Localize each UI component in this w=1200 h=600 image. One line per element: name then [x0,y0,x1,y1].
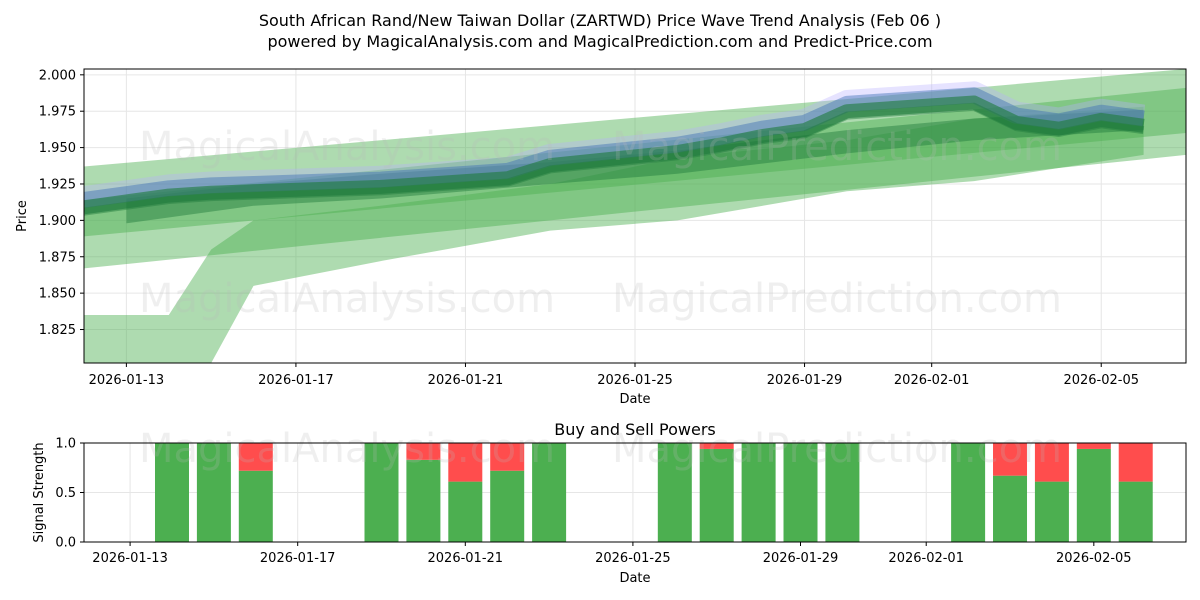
sell-bar [993,443,1028,476]
history-band [84,106,1144,363]
buy-bar [699,448,734,542]
sell-bar [406,443,441,460]
sell-bar [490,443,525,471]
watermark-analysis-top: MagicalAnalysis.com [139,124,555,170]
sell-bar [238,443,273,471]
chart-title-line2: powered by MagicalAnalysis.com and Magic… [267,32,932,51]
buy-bar [951,443,986,542]
price-x-tick-label: 2026-02-05 [1063,373,1139,388]
price-x-tick-label: 2026-01-21 [428,373,504,388]
signal-x-axis-label: Date [619,571,650,586]
signal-chart-bars [154,443,1153,542]
sell-bar [1076,443,1111,449]
watermark-analysis-mid: MagicalAnalysis.com [139,276,555,322]
signal-chart-title: Buy and Sell Powers [554,420,716,439]
buy-bar [490,470,525,542]
price-y-tick-label: 1.900 [39,214,76,229]
wide-lower-band [84,87,1186,269]
price-plot-area [84,69,1186,363]
watermark-prediction-top: MagicalPrediction.com [612,124,1062,170]
sell-bar [1034,443,1069,482]
price-y-axis-label: Price [15,200,30,232]
sell-bar [448,443,483,482]
buy-bar [238,470,273,542]
sell-bar [1118,443,1153,482]
signal-x-tick-label: 2026-02-01 [888,551,964,566]
buy-bar [825,443,860,542]
price-wave-halo [84,81,1146,208]
signal-x-tick-label: 2026-01-29 [763,551,839,566]
buy-bar [406,459,441,542]
price-y-tick-label: 2.000 [39,68,76,83]
price-y-tick-label: 1.975 [39,105,76,120]
watermark-analysis-bottom: MagicalAnalysis.com [139,426,555,472]
chart-title-line1: South African Rand/New Taiwan Dollar (ZA… [259,11,941,30]
price-y-tick-label: 1.950 [39,141,76,156]
buy-bar [154,443,189,542]
price-chart-watermarks: MagicalAnalysis.com MagicalPrediction.co… [139,124,1062,322]
signal-y-tick-label: 1.0 [55,437,76,452]
sell-bar [699,443,734,449]
price-wave-green [84,95,1145,215]
buy-bar [1076,448,1111,542]
signal-y-axis-label: Signal Strength [32,442,47,542]
buy-bar [741,443,776,542]
watermark-prediction-bottom: MagicalPrediction.com [612,426,1062,472]
inner-band [126,109,1144,224]
buy-bar [993,475,1028,542]
signal-y-tick-label: 0.0 [55,536,76,551]
price-chart-bands [84,69,1186,363]
signal-x-tick-label: 2026-01-21 [428,551,504,566]
signal-chart: Buy and Sell Powers MagicalAnalysis.com … [32,420,1187,586]
price-wave-core [84,102,1145,216]
price-y-tick-label: 1.850 [39,287,76,302]
buy-bar [196,443,231,542]
price-x-tick-label: 2026-02-01 [894,373,970,388]
signal-x-tick-label: 2026-01-25 [595,551,671,566]
watermark-prediction-mid: MagicalPrediction.com [612,276,1062,322]
signal-x-tick-label: 2026-01-17 [260,551,336,566]
price-y-tick-label: 1.875 [39,250,76,265]
signal-y-tick-label: 0.5 [55,486,76,501]
price-y-tick-label: 1.825 [39,323,76,338]
price-chart-axes: 2026-01-13 2026-01-17 2026-01-21 2026-01-25… [39,68,1139,388]
signal-chart-watermarks: MagicalAnalysis.com MagicalPrediction.co… [139,426,1062,472]
buy-bar [1118,481,1153,542]
signal-chart-axes: 2026-01-13 2026-01-17 2026-01-21 2026-01-25… [55,437,1131,567]
price-y-tick-label: 1.925 [39,177,76,192]
signal-x-tick-label: 2026-01-13 [92,551,168,566]
buy-bar [532,443,567,542]
buy-bar [657,443,692,542]
price-chart: MagicalAnalysis.com MagicalPrediction.co… [15,68,1187,407]
price-x-tick-label: 2026-01-29 [767,373,843,388]
signal-x-tick-label: 2026-02-05 [1056,551,1132,566]
buy-bar [364,443,399,542]
price-x-tick-label: 2026-01-13 [89,373,165,388]
buy-bar [783,443,818,542]
buy-bar [1034,481,1069,542]
buy-bar [448,481,483,542]
price-x-tick-label: 2026-01-25 [597,373,673,388]
price-x-tick-label: 2026-01-17 [258,373,334,388]
price-x-axis-label: Date [619,392,650,407]
